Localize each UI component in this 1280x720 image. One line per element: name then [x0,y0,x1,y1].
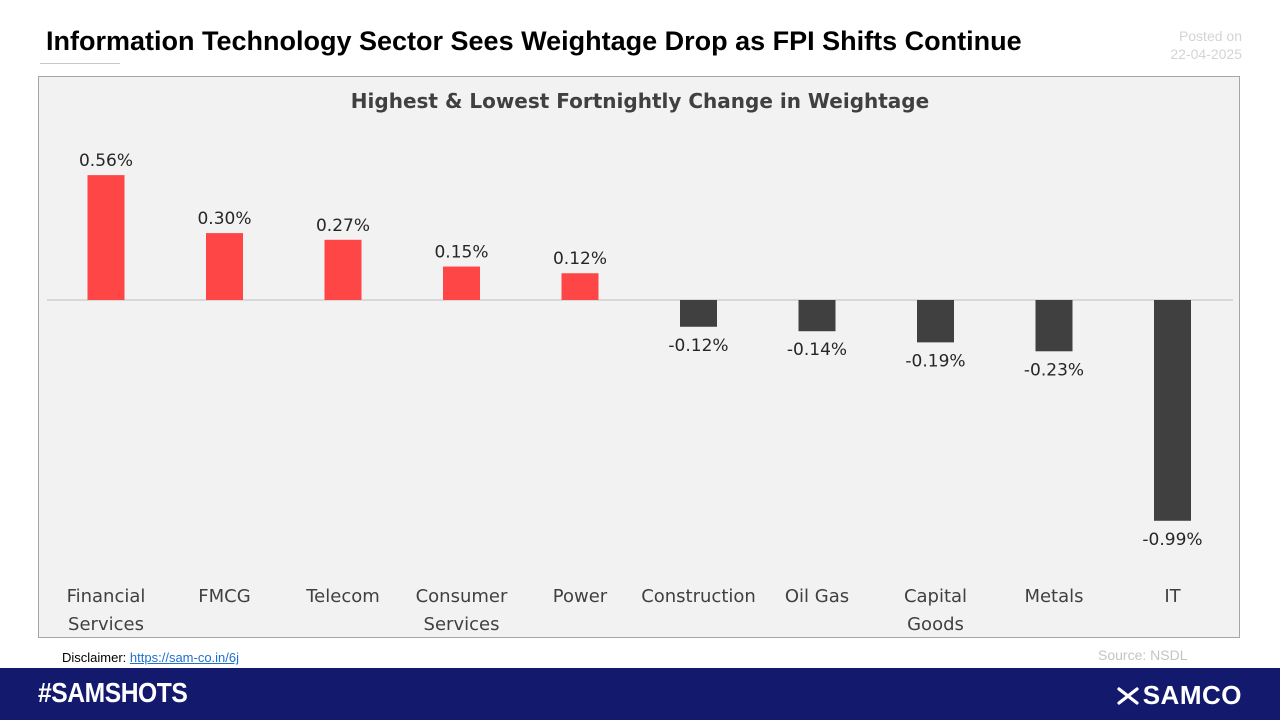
brand-logo: SAMCO [1117,680,1242,711]
bar [680,300,717,327]
category-label: Consumer Services [416,586,508,635]
data-label: 0.15% [434,243,488,263]
category-label-line: Financial [67,586,146,607]
category-label: Metals [1024,586,1083,607]
posted-label: Posted on [1178,28,1242,44]
category-label-line: Goods [907,614,964,635]
bar-chart: Highest & Lowest Fortnightly Change in W… [47,89,1233,635]
bar [443,266,480,300]
bar [561,273,599,300]
bar [87,175,125,300]
source-note: Source: NSDL [1098,647,1188,663]
data-label: 0.12% [553,249,607,269]
page-title: Information Technology Sector Sees Weigh… [46,26,1022,56]
category-label-line: Construction [641,586,756,607]
category-label: Construction [641,586,756,607]
data-label: 0.27% [316,216,370,236]
category-label: Financial Services [67,586,146,635]
bar [206,233,243,300]
title-underline [40,63,120,64]
category-label-line: IT [1164,586,1181,607]
bar [917,300,954,343]
category-label: Oil Gas [785,586,849,607]
data-label: -0.23% [1024,360,1084,380]
category-label: Capital Goods [904,586,967,635]
chart-title: Highest & Lowest Fortnightly Change in W… [351,89,929,113]
disclaimer-label: Disclaimer: [62,650,127,665]
category-label: IT [1164,586,1181,607]
samco-logo-icon [1117,686,1139,705]
brand-name: SAMCO [1142,680,1242,710]
category-label-line: Capital [904,586,967,607]
category-label-line: FMCG [198,586,250,607]
data-label: -0.19% [905,351,965,371]
hashtag-label: #SAMSHOTS [38,677,188,708]
data-labels: 0.56% 0.30% 0.27% 0.15% 0.12% -0.12% -0.14% -0.… [79,151,1203,550]
data-label: -0.12% [668,336,728,356]
category-label-line: Metals [1024,586,1083,607]
category-label-line: Consumer [416,586,508,607]
posted-date: Posted on 22-04-2025 [1170,27,1242,63]
posted-date-value: 22-04-2025 [1170,46,1242,62]
bar [324,239,362,300]
category-label-line: Services [68,614,144,635]
data-label: -0.14% [787,340,847,360]
category-label: FMCG [198,586,250,607]
data-label: 0.30% [197,209,251,229]
disclaimer-link[interactable]: https://sam-co.in/6j [129,650,240,665]
bar-series [87,175,1191,521]
category-label-line: Services [424,614,500,635]
bar [1154,300,1191,521]
data-label: -0.99% [1142,530,1202,550]
data-label: 0.56% [79,151,133,171]
disclaimer: Disclaimer: https://sam-co.in/6j [62,650,239,665]
category-label: Telecom [305,586,380,607]
category-label-line: Telecom [305,586,380,607]
category-label-line: Power [553,586,608,607]
category-axis-labels: Financial Services FMCG Telecom Consumer Serv… [67,586,1182,635]
bar [798,300,836,332]
footer-bar: #SAMSHOTS SAMCO [0,668,1280,720]
category-label-line: Oil Gas [785,586,849,607]
category-label: Power [553,586,608,607]
bar [1035,300,1073,352]
chart-area: Highest & Lowest Fortnightly Change in W… [38,76,1240,638]
